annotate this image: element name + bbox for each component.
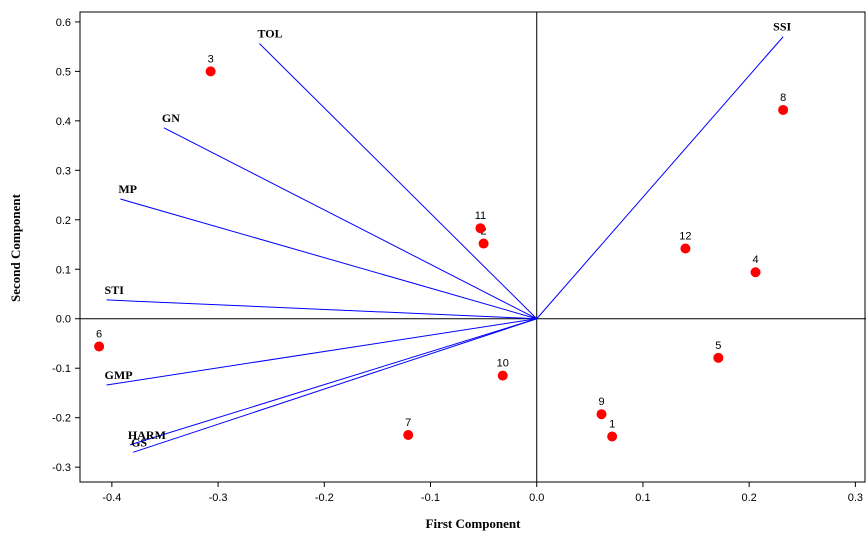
point-10 [497, 370, 508, 381]
observation-points: 123456789101112 [94, 53, 789, 442]
y-tick-label: 0.3 [56, 165, 71, 177]
point-label-5: 5 [715, 340, 721, 352]
vector-tol [259, 43, 538, 320]
x-tick-label: 0.3 [848, 492, 863, 504]
vector-harm [129, 318, 537, 446]
point-8 [778, 104, 789, 115]
vector-label-gmp: GMP [105, 368, 133, 382]
point-7 [403, 430, 414, 440]
x-tick-label: 0.2 [742, 492, 757, 504]
point-4 [750, 267, 761, 278]
point-label-3: 3 [208, 53, 214, 65]
x-tick-label: -0.4 [102, 492, 121, 504]
plot-frame [79, 11, 866, 483]
point-11 [475, 223, 486, 234]
x-axis-ticks: -0.4 -0.3 -0.2 -0.1 0.0 0.1 0.2 0.3 [102, 482, 863, 504]
point-3 [205, 66, 216, 77]
vector-label-gs: GS [131, 435, 147, 449]
x-tick-label: 0.1 [635, 492, 650, 504]
vector-label-gn: GN [162, 111, 180, 125]
point-5 [713, 352, 724, 363]
vector-gn [163, 127, 537, 320]
y-tick-label: 0.2 [56, 215, 71, 227]
x-tick-label: -0.2 [315, 492, 334, 504]
vector-label-ssi: SSI [773, 20, 791, 34]
vector-gs [132, 318, 537, 453]
vector-label-sti: STI [105, 283, 125, 297]
point-2 [478, 238, 489, 249]
point-6 [94, 341, 105, 352]
y-tick-label: -0.1 [52, 363, 71, 375]
point-label-1: 1 [609, 418, 615, 430]
point-9 [596, 409, 607, 420]
point-label-9: 9 [598, 396, 604, 408]
y-tick-label: -0.3 [52, 462, 71, 474]
point-12 [680, 243, 691, 254]
vector-label-harm: HARM [128, 428, 166, 442]
point-label-4: 4 [752, 254, 758, 266]
y-tick-label: -0.2 [52, 413, 71, 425]
y-tick-label: 0.6 [56, 17, 71, 29]
y-axis-title: Second Component [8, 193, 23, 302]
vector-sti [106, 299, 537, 320]
point-label-11: 11 [475, 210, 486, 222]
plot-area [79, 11, 866, 483]
point-label-12: 12 [679, 230, 691, 242]
y-axis-ticks: -0.3 -0.2 -0.1 0.0 0.1 0.2 0.3 0.4 0.5 0.6 [52, 17, 80, 474]
x-tick-label: -0.3 [209, 492, 228, 504]
x-tick-label: 0.0 [529, 492, 544, 504]
point-label-6: 6 [96, 328, 102, 340]
vector-ssi [536, 36, 784, 320]
x-axis-title: First Component [426, 516, 522, 531]
vector-label-mp: MP [118, 182, 137, 196]
x-tick-label: -0.1 [421, 492, 440, 504]
point-1 [607, 431, 618, 442]
vector-gmp [106, 318, 537, 386]
vector-mp [120, 198, 537, 320]
y-tick-label: 0.1 [56, 264, 71, 276]
y-tick-label: 0.5 [56, 66, 71, 78]
y-tick-label: 0.0 [56, 314, 71, 326]
y-tick-label: 0.4 [56, 116, 71, 128]
point-label-7: 7 [405, 417, 411, 429]
point-label-8: 8 [780, 92, 786, 104]
point-label-10: 10 [497, 358, 509, 370]
vector-label-tol: TOL [258, 27, 283, 41]
